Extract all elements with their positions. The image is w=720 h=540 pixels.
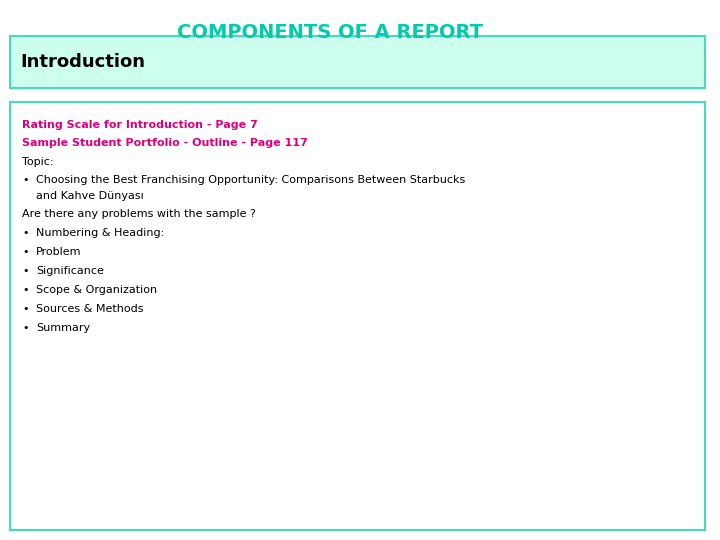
Text: Are there any problems with the sample ?: Are there any problems with the sample ? [22, 209, 256, 219]
Text: Scope & Organization: Scope & Organization [36, 285, 157, 295]
Text: •: • [22, 266, 29, 276]
FancyBboxPatch shape [10, 102, 705, 530]
Text: •: • [22, 175, 29, 185]
Text: Choosing the Best Franchising Opportunity: Comparisons Between Starbucks: Choosing the Best Franchising Opportunit… [36, 175, 465, 185]
Text: •: • [22, 304, 29, 314]
FancyBboxPatch shape [10, 36, 705, 88]
Text: and Kahve Dünyası: and Kahve Dünyası [36, 191, 144, 201]
Text: COMPONENTS OF A REPORT: COMPONENTS OF A REPORT [177, 23, 483, 42]
Text: •: • [22, 323, 29, 333]
Text: Significance: Significance [36, 266, 104, 276]
Text: Numbering & Heading:: Numbering & Heading: [36, 228, 164, 238]
Text: Summary: Summary [36, 323, 90, 333]
Text: Problem: Problem [36, 247, 81, 257]
Text: •: • [22, 247, 29, 257]
Text: Sample Student Portfolio - Outline - Page 117: Sample Student Portfolio - Outline - Pag… [22, 138, 307, 148]
Text: •: • [22, 285, 29, 295]
Text: Introduction: Introduction [20, 53, 145, 71]
Text: Sources & Methods: Sources & Methods [36, 304, 143, 314]
Text: Topic:: Topic: [22, 157, 53, 167]
Text: Rating Scale for Introduction - Page 7: Rating Scale for Introduction - Page 7 [22, 120, 258, 130]
Text: •: • [22, 228, 29, 238]
